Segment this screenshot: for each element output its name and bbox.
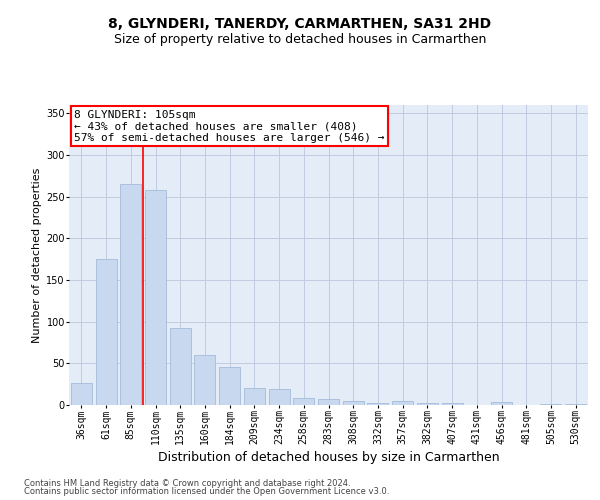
Bar [318, 399, 339, 405]
Bar [343, 401, 364, 405]
Bar [120, 184, 141, 405]
Bar [565, 404, 586, 405]
Bar [367, 402, 388, 405]
Bar [170, 328, 191, 405]
Bar [71, 382, 92, 405]
Bar [442, 402, 463, 405]
Bar [541, 404, 562, 405]
Bar [244, 388, 265, 405]
Bar [194, 355, 215, 405]
Bar [417, 402, 438, 405]
X-axis label: Distribution of detached houses by size in Carmarthen: Distribution of detached houses by size … [158, 452, 499, 464]
Bar [293, 398, 314, 405]
Text: Contains public sector information licensed under the Open Government Licence v3: Contains public sector information licen… [24, 487, 389, 496]
Y-axis label: Number of detached properties: Number of detached properties [32, 168, 42, 342]
Text: Size of property relative to detached houses in Carmarthen: Size of property relative to detached ho… [114, 32, 486, 46]
Text: 8 GLYNDERI: 105sqm
← 43% of detached houses are smaller (408)
57% of semi-detach: 8 GLYNDERI: 105sqm ← 43% of detached hou… [74, 110, 385, 142]
Bar [145, 190, 166, 405]
Text: 8, GLYNDERI, TANERDY, CARMARTHEN, SA31 2HD: 8, GLYNDERI, TANERDY, CARMARTHEN, SA31 2… [109, 18, 491, 32]
Bar [219, 366, 240, 405]
Bar [491, 402, 512, 405]
Bar [392, 401, 413, 405]
Text: Contains HM Land Registry data © Crown copyright and database right 2024.: Contains HM Land Registry data © Crown c… [24, 478, 350, 488]
Bar [269, 389, 290, 405]
Bar [95, 259, 116, 405]
